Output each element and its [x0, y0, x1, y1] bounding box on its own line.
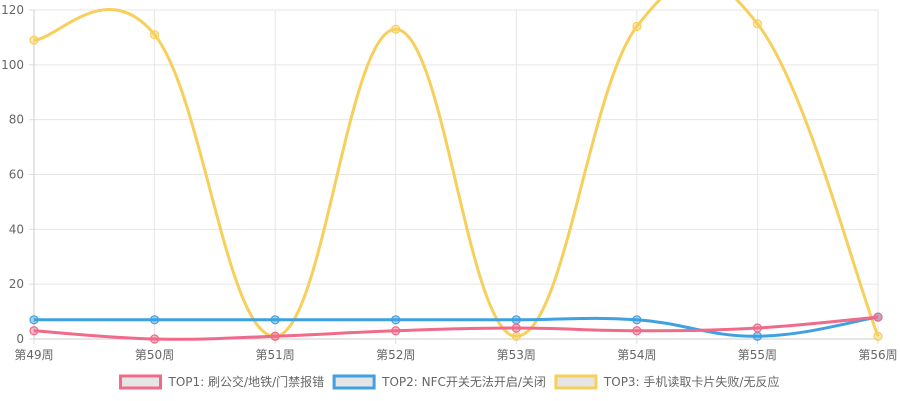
data-point[interactable]: [270, 331, 280, 341]
legend-item-top1[interactable]: TOP1: 刷公交/地铁/门禁报错: [119, 374, 325, 390]
series-1: [29, 312, 883, 344]
y-tick-label: 20: [9, 277, 24, 291]
data-point[interactable]: [632, 326, 642, 336]
series-3: [29, 0, 883, 341]
x-tick-label: 第50周: [135, 348, 174, 362]
series-2: [29, 312, 883, 341]
x-tick-label: 第53周: [497, 348, 536, 362]
data-point[interactable]: [632, 21, 642, 32]
series-line: [33, 0, 880, 338]
data-point[interactable]: [391, 315, 401, 325]
data-point[interactable]: [511, 315, 521, 325]
x-axis: 第49周 第50周 第51周 第52周 第53周 第54周 第55周 第56周: [14, 339, 898, 362]
y-tick-label: 60: [9, 168, 24, 182]
series-lines: [29, 0, 883, 344]
data-point[interactable]: [270, 315, 280, 325]
legend-item-top2[interactable]: TOP2: NFC开关无法开启/关闭: [332, 374, 546, 390]
y-tick-label: 0: [16, 332, 24, 346]
legend-label: TOP3: 手机读取卡片失败/无反应: [603, 374, 780, 389]
legend-swatch: [332, 374, 376, 390]
data-point[interactable]: [873, 312, 883, 322]
data-point[interactable]: [873, 331, 883, 341]
x-tick-label: 第52周: [376, 348, 415, 362]
x-tick-label: 第54周: [617, 348, 656, 362]
y-tick-label: 100: [1, 58, 24, 72]
data-point[interactable]: [391, 24, 401, 34]
x-tick-label: 第56周: [858, 348, 897, 362]
data-point[interactable]: [752, 19, 763, 29]
legend-item-top3[interactable]: TOP3: 手机读取卡片失败/无反应: [554, 374, 780, 390]
data-point[interactable]: [752, 331, 763, 341]
legend-swatch: [554, 374, 598, 390]
y-tick-label: 40: [9, 222, 24, 236]
data-point[interactable]: [149, 30, 160, 40]
legend-label: TOP2: NFC开关无法开启/关闭: [381, 375, 546, 389]
data-point[interactable]: [149, 315, 160, 325]
grid-lines: [33, 9, 879, 340]
y-tick-label: 80: [9, 113, 24, 127]
data-point[interactable]: [29, 326, 39, 336]
data-point[interactable]: [511, 331, 521, 341]
data-point[interactable]: [29, 35, 39, 45]
y-tick-label: 120: [1, 3, 24, 17]
legend-label: TOP1: 刷公交/地铁/门禁报错: [168, 374, 325, 389]
legend-swatch: [119, 374, 163, 390]
data-point[interactable]: [29, 315, 39, 325]
y-axis: 0 20 40 60 80 100 120: [1, 3, 34, 346]
data-point[interactable]: [391, 326, 401, 336]
data-point[interactable]: [149, 334, 160, 344]
x-tick-label: 第49周: [14, 348, 53, 362]
data-point[interactable]: [752, 323, 763, 333]
data-point[interactable]: [511, 323, 521, 333]
data-point[interactable]: [632, 315, 642, 325]
x-tick-label: 第55周: [738, 348, 777, 362]
series-line: [34, 315, 879, 338]
legend[interactable]: TOP1: 刷公交/地铁/门禁报错 TOP2: NFC开关无法开启/关闭 TOP3:…: [119, 374, 780, 390]
x-tick-label: 第51周: [256, 348, 295, 362]
